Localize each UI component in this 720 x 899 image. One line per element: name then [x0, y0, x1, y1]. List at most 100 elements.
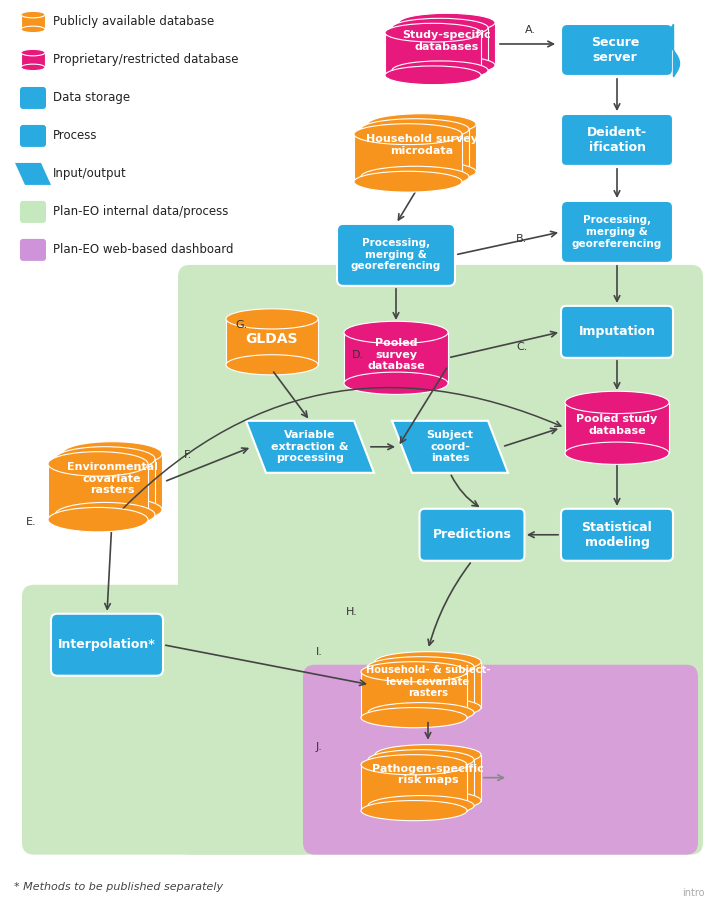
Text: G.: G.: [235, 320, 247, 330]
Ellipse shape: [368, 750, 474, 770]
Bar: [354, 134, 462, 182]
Bar: [48, 464, 148, 520]
Text: Proprietary/restricted database: Proprietary/restricted database: [53, 53, 238, 67]
Bar: [226, 319, 318, 365]
Text: intro: intro: [683, 887, 705, 897]
Text: Imputation: Imputation: [578, 325, 655, 338]
Text: Secure
server: Secure server: [591, 36, 639, 64]
Text: Plan-EO internal data/process: Plan-EO internal data/process: [53, 205, 228, 218]
Text: Deident-
ification: Deident- ification: [587, 126, 647, 154]
Text: Processing,
merging &
georeferencing: Processing, merging & georeferencing: [572, 215, 662, 248]
Ellipse shape: [354, 124, 462, 145]
Ellipse shape: [392, 18, 488, 37]
Ellipse shape: [375, 744, 481, 765]
Ellipse shape: [565, 391, 669, 414]
Ellipse shape: [361, 166, 469, 187]
Bar: [565, 403, 669, 453]
Ellipse shape: [565, 442, 669, 465]
Ellipse shape: [361, 708, 467, 727]
FancyBboxPatch shape: [51, 614, 163, 676]
Text: H.: H.: [346, 607, 358, 617]
FancyBboxPatch shape: [20, 87, 46, 109]
Text: E.: E.: [26, 517, 37, 527]
Ellipse shape: [361, 662, 467, 681]
Ellipse shape: [21, 26, 45, 32]
Ellipse shape: [399, 13, 495, 32]
Text: Input/output: Input/output: [53, 167, 127, 181]
Ellipse shape: [368, 161, 476, 182]
Text: Statistical
modeling: Statistical modeling: [582, 521, 652, 548]
Ellipse shape: [226, 309, 318, 329]
FancyBboxPatch shape: [303, 664, 698, 855]
Ellipse shape: [48, 507, 148, 532]
Ellipse shape: [21, 12, 45, 18]
Bar: [368, 124, 476, 172]
Text: Plan-EO web-based dashboard: Plan-EO web-based dashboard: [53, 244, 233, 256]
Bar: [21, 53, 45, 67]
Text: Pooled
survey
database: Pooled survey database: [367, 338, 425, 371]
PathPatch shape: [246, 421, 374, 473]
Ellipse shape: [385, 66, 481, 85]
Ellipse shape: [399, 56, 495, 75]
Bar: [62, 454, 162, 510]
Bar: [361, 765, 467, 811]
Bar: [21, 14, 45, 30]
Bar: [385, 32, 481, 76]
Ellipse shape: [62, 497, 162, 522]
FancyBboxPatch shape: [561, 24, 673, 76]
Ellipse shape: [375, 790, 481, 811]
FancyBboxPatch shape: [20, 200, 46, 223]
Ellipse shape: [48, 451, 148, 476]
Text: I.: I.: [316, 646, 323, 657]
Bar: [55, 458, 155, 514]
Text: GLDAS: GLDAS: [246, 332, 298, 346]
Ellipse shape: [368, 114, 476, 135]
FancyBboxPatch shape: [178, 265, 703, 855]
Text: Environmental
covariate
rasters: Environmental covariate rasters: [66, 462, 158, 495]
Ellipse shape: [392, 61, 488, 80]
Text: A.: A.: [525, 25, 536, 35]
Text: Pooled study
database: Pooled study database: [577, 414, 657, 436]
Text: C.: C.: [516, 342, 527, 352]
Text: Subject
coord-
inates: Subject coord- inates: [426, 431, 474, 463]
Text: D.: D.: [352, 350, 364, 360]
Ellipse shape: [361, 119, 469, 139]
Bar: [361, 672, 467, 717]
Bar: [375, 755, 481, 801]
FancyBboxPatch shape: [420, 509, 524, 561]
Bar: [375, 662, 481, 708]
Ellipse shape: [62, 441, 162, 467]
Ellipse shape: [55, 447, 155, 471]
Ellipse shape: [344, 372, 448, 395]
Ellipse shape: [226, 355, 318, 375]
Ellipse shape: [21, 49, 45, 56]
Text: Household- & subject-
level covariate
rasters: Household- & subject- level covariate ra…: [366, 665, 490, 699]
Text: Process: Process: [53, 129, 97, 142]
Text: Study-specific
databases: Study-specific databases: [402, 31, 491, 52]
Ellipse shape: [375, 652, 481, 672]
Text: Predictions: Predictions: [433, 529, 511, 541]
Ellipse shape: [344, 321, 448, 343]
Bar: [344, 333, 448, 383]
Bar: [361, 129, 469, 177]
PathPatch shape: [15, 163, 51, 185]
Text: Interpolation*: Interpolation*: [58, 638, 156, 651]
Ellipse shape: [361, 800, 467, 821]
Bar: [368, 760, 474, 806]
Text: B.: B.: [516, 234, 527, 244]
Bar: [392, 28, 488, 70]
Ellipse shape: [55, 503, 155, 527]
Ellipse shape: [375, 698, 481, 717]
Text: Household survey
microdata: Household survey microdata: [366, 134, 478, 156]
Text: * Methods to be published separately: * Methods to be published separately: [14, 882, 223, 892]
Ellipse shape: [368, 796, 474, 815]
PathPatch shape: [392, 421, 508, 473]
Text: Publicly available database: Publicly available database: [53, 15, 215, 29]
FancyBboxPatch shape: [561, 306, 673, 358]
FancyBboxPatch shape: [20, 125, 46, 147]
FancyBboxPatch shape: [22, 584, 312, 855]
Ellipse shape: [368, 656, 474, 677]
FancyBboxPatch shape: [20, 239, 46, 261]
Ellipse shape: [21, 64, 45, 71]
FancyBboxPatch shape: [561, 509, 673, 561]
